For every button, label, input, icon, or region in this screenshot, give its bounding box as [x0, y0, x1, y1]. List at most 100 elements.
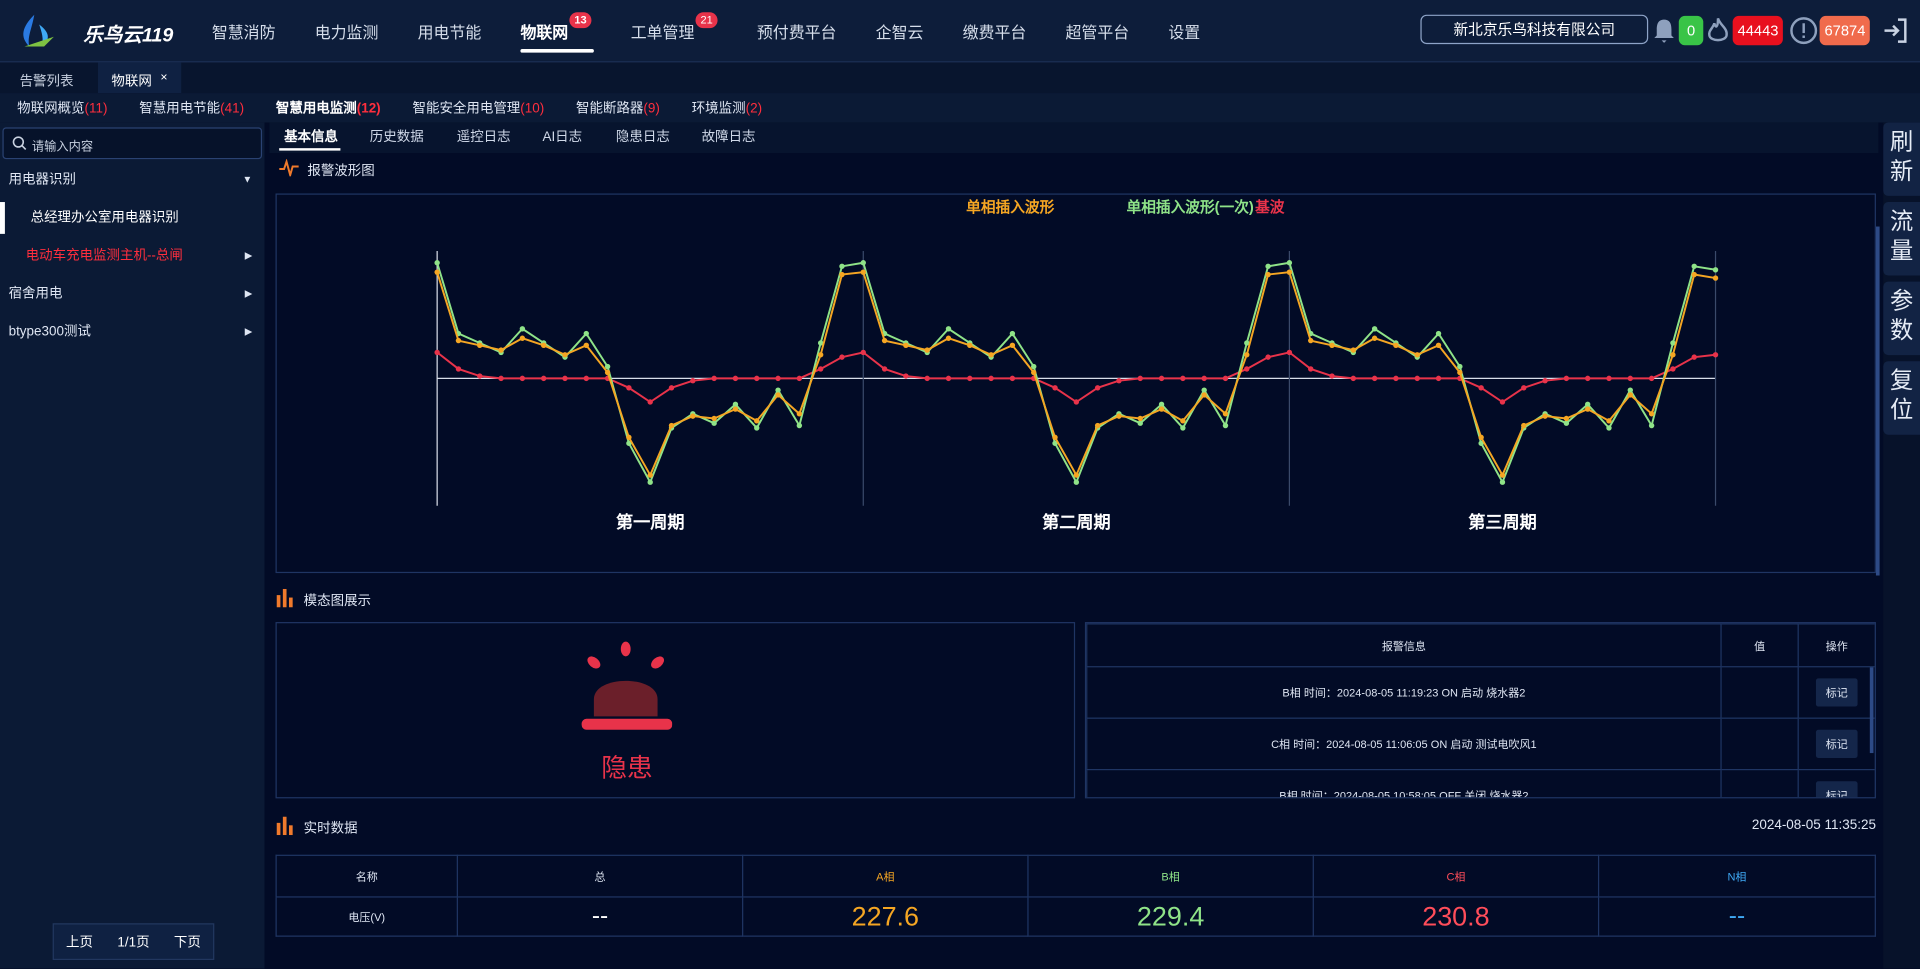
tree-item[interactable]: 电动车充电监测主机--总闸 ▶: [0, 240, 264, 272]
sub-tab[interactable]: 智慧用电监测(12): [271, 98, 388, 127]
tab-active-bg: [97, 62, 182, 94]
detail-tabs-bar: [269, 122, 1879, 154]
nav-item[interactable]: 电力监测: [315, 19, 379, 42]
side-button[interactable]: 参数: [1883, 281, 1920, 356]
data-point: [1521, 422, 1527, 429]
sub-tab[interactable]: 环境监测(2): [692, 98, 762, 118]
data-point: [1094, 422, 1101, 429]
search-box[interactable]: 请输入内容: [2, 127, 263, 160]
data-point: [1286, 260, 1293, 266]
nav-label: 电力监测: [314, 22, 379, 42]
nav-item[interactable]: 企智云: [876, 19, 924, 42]
tree-arrow: ▶: [244, 325, 253, 337]
mark-button[interactable]: 标记: [1815, 781, 1858, 798]
data-point: [924, 375, 930, 382]
data-point: [1393, 375, 1399, 382]
detail-tab[interactable]: AI日志: [542, 129, 583, 145]
data-point: [1031, 369, 1037, 376]
tab-close[interactable]: ×: [160, 71, 168, 85]
data-point: [1563, 415, 1570, 422]
nav-item[interactable]: 缴费平台: [963, 19, 1027, 42]
data-point: [690, 378, 696, 384]
mark-button[interactable]: 标记: [1815, 678, 1858, 707]
detail-tab[interactable]: 基本信息: [284, 129, 338, 145]
status-label: 隐患: [601, 754, 653, 783]
sub-tab[interactable]: 智能安全用电管理(10): [413, 98, 545, 118]
data-point: [1094, 385, 1101, 391]
data-point: [1584, 401, 1591, 408]
logout-icon[interactable]: [1881, 16, 1910, 45]
legend-entry: 基波: [1254, 198, 1285, 216]
detail-tab[interactable]: 隐患日志: [615, 129, 670, 145]
data-point: [647, 399, 653, 405]
tree-group[interactable]: btype300测试 ▶: [0, 316, 264, 348]
mark-button[interactable]: 标记: [1815, 729, 1858, 758]
data-point: [1158, 375, 1165, 382]
counter-badge[interactable]: 0: [1678, 15, 1704, 46]
tree-group[interactable]: 宿舍用电 ▶: [0, 278, 264, 310]
nav-label: 用电节能: [417, 22, 482, 42]
tree-arrow: ▼: [242, 173, 253, 185]
nav-item[interactable]: 用电节能: [418, 19, 482, 42]
side-button[interactable]: 刷新: [1883, 122, 1920, 196]
side-button[interactable]: 流量: [1883, 202, 1920, 276]
value-cell: 227.6: [742, 896, 1029, 937]
page-info: 1/1页: [117, 935, 150, 951]
table-row: 电压(V) -- 227.6 229.4 230.8 --: [275, 896, 1876, 937]
data-point: [1031, 363, 1037, 370]
sub-tab[interactable]: 物联网概览(11): [17, 98, 107, 118]
header: 乐鸟云119 智慧消防 电力监测 用电节能 物联网13 工单管理21 预付费平台 企智云 缴费…: [0, 0, 1920, 63]
next-page[interactable]: 下页: [173, 935, 201, 951]
tab[interactable]: 物联网: [111, 74, 152, 90]
series-line: [436, 351, 1716, 404]
nav-item[interactable]: 预付费平台: [757, 19, 837, 42]
legend-entry: 单相插入波形(一次): [1127, 198, 1254, 216]
tree-group[interactable]: 用电器识别 ▼: [0, 164, 264, 196]
data-point: [775, 392, 781, 398]
detail-tab[interactable]: 历史数据: [369, 129, 424, 145]
data-point: [1712, 267, 1719, 273]
data-point: [647, 479, 653, 485]
data-point: [903, 373, 909, 379]
table-row: B相 时间：2024-08-05 11:19:23 ON 启动 烧水器2 标记: [1086, 666, 1875, 719]
data-point: [945, 326, 952, 332]
alarm-info: B相 时间：2024-08-05 10:58:05 OFF 关闭 烧水器2: [1086, 768, 1722, 798]
tab[interactable]: 告警列表: [19, 74, 74, 90]
nav-item[interactable]: 超管平台: [1066, 19, 1130, 42]
table-row: C相 时间：2024-08-05 11:06:05 ON 启动 测试电吹风1 标…: [1086, 717, 1875, 771]
side-button[interactable]: 复位: [1883, 361, 1920, 435]
data-point: [1712, 352, 1719, 358]
data-point: [583, 330, 589, 337]
detail-tab[interactable]: 故障日志: [701, 129, 756, 145]
fire-icon[interactable]: [1706, 16, 1730, 45]
nav-badge: 21: [695, 11, 718, 28]
bell-icon[interactable]: [1652, 17, 1676, 44]
tree-item[interactable]: 总经理办公室用电器识别: [0, 202, 264, 234]
counter-badge[interactable]: 44443: [1732, 15, 1784, 46]
sub-tab-count: (2): [745, 101, 763, 117]
nav-item[interactable]: 设置: [1168, 19, 1200, 42]
nav-item[interactable]: 工单管理21: [631, 11, 718, 42]
table-row: B相 时间：2024-08-05 10:58:05 OFF 关闭 烧水器2 标记: [1086, 768, 1875, 798]
detail-tab[interactable]: 遥控日志: [456, 129, 511, 145]
data-point: [1137, 415, 1143, 422]
nav-label: 缴费平台: [962, 22, 1027, 42]
data-point: [1158, 401, 1165, 408]
data-point: [1371, 375, 1378, 382]
counter-badge[interactable]: 67874: [1819, 15, 1871, 46]
alert-icon[interactable]: [1789, 16, 1818, 45]
nav-item[interactable]: 智慧消防: [212, 19, 276, 42]
prev-page[interactable]: 上页: [66, 935, 93, 951]
value-cell: [1720, 666, 1799, 719]
company-select[interactable]: 新北京乐鸟科技有限公司: [1420, 14, 1649, 45]
data-point: [839, 271, 845, 278]
data-point: [775, 375, 781, 382]
data-point: [1542, 378, 1548, 384]
sub-tab[interactable]: 智慧用电节能(41): [139, 98, 244, 118]
data-point: [477, 342, 483, 349]
nav-item[interactable]: 物联网13: [520, 11, 595, 53]
tree-label: 电动车充电监测主机--总闸: [25, 248, 183, 264]
sub-tab[interactable]: 智能断路器(9): [576, 98, 660, 118]
